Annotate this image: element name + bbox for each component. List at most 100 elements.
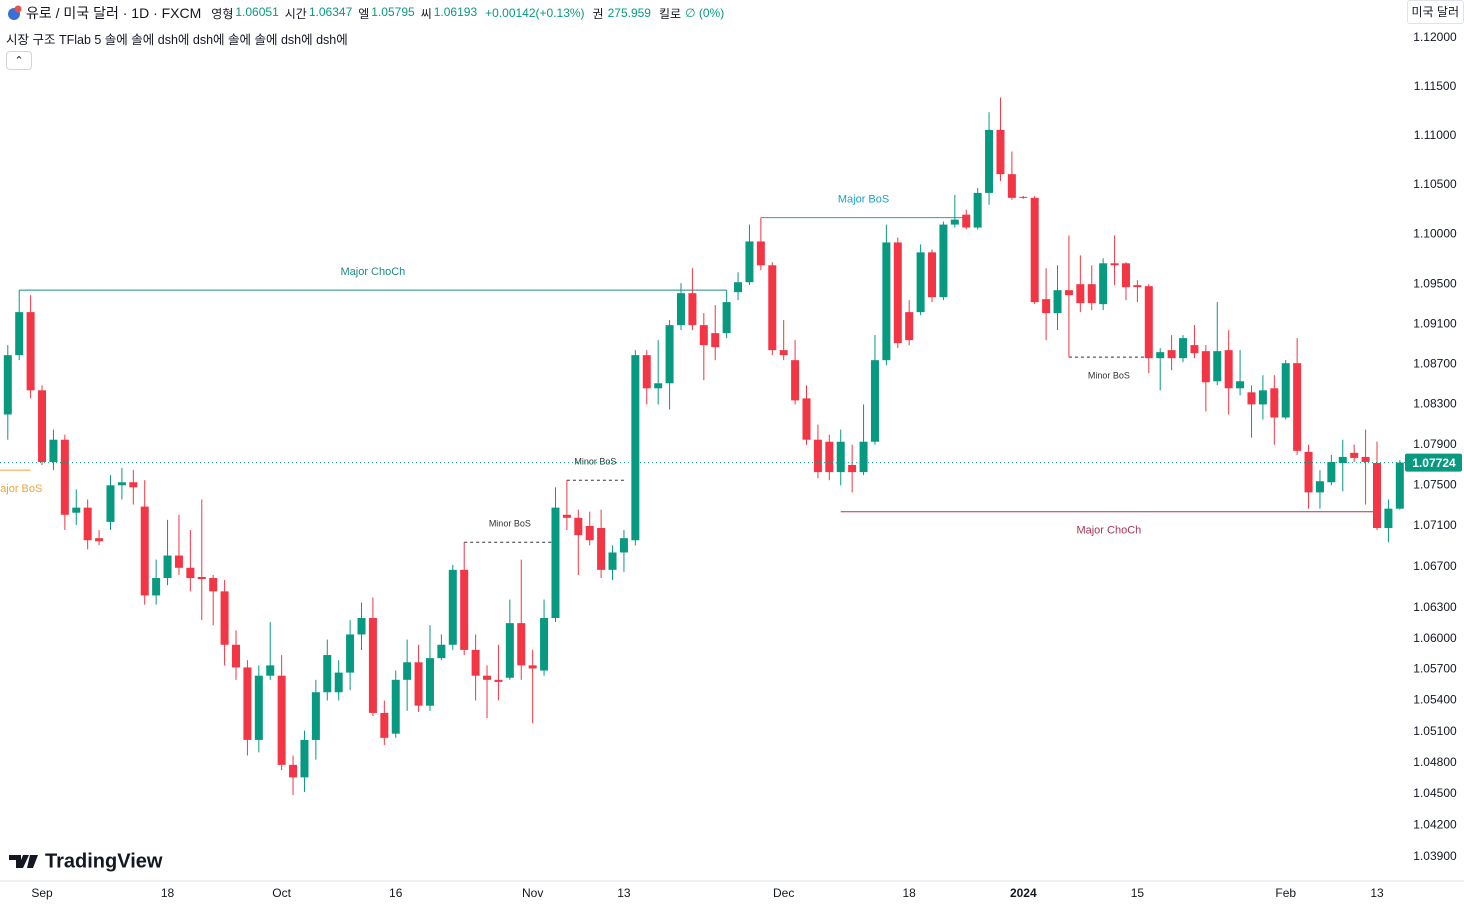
ohlc-label: 씨 bbox=[420, 6, 432, 21]
candle-body bbox=[3, 355, 12, 415]
candle-body bbox=[1133, 285, 1142, 288]
y-tick-label: 1.05700 bbox=[1413, 662, 1457, 676]
y-tick-label: 1.09500 bbox=[1413, 276, 1457, 290]
y-tick-label: 1.07100 bbox=[1413, 518, 1457, 532]
x-tick-label: 2024 bbox=[1010, 886, 1037, 900]
symbol-name[interactable]: 유로 / 미국 달러 · 1D · FXCM bbox=[26, 5, 202, 21]
candle-body bbox=[26, 312, 35, 391]
collapse-button[interactable]: ⌃ bbox=[6, 51, 32, 70]
x-tick-label: Nov bbox=[522, 886, 543, 900]
y-tick-label: 1.06300 bbox=[1413, 600, 1457, 614]
candle-body bbox=[1350, 452, 1359, 458]
candle-body bbox=[380, 712, 389, 738]
x-tick-label: 13 bbox=[617, 886, 631, 900]
candle-body bbox=[540, 618, 549, 671]
ohlc-value: 1.06051 bbox=[235, 4, 279, 19]
candle-body bbox=[1099, 263, 1108, 305]
change: +0.00142(+0.13%) bbox=[485, 6, 585, 20]
candle-body bbox=[813, 439, 822, 473]
candle-body bbox=[1213, 351, 1222, 382]
candle-body bbox=[106, 485, 115, 522]
candle-body bbox=[289, 764, 298, 778]
candle-body bbox=[791, 360, 800, 401]
ohlc-value: 1.06193 bbox=[433, 4, 478, 19]
candle-body bbox=[985, 129, 994, 193]
candle-body bbox=[1315, 481, 1324, 493]
ohlc-label: 엘 bbox=[358, 6, 370, 21]
candle-body bbox=[676, 293, 685, 326]
candle-body bbox=[1064, 290, 1073, 296]
candle-body bbox=[551, 507, 560, 619]
candle-body bbox=[368, 618, 377, 713]
y-tick-label: 1.09100 bbox=[1413, 316, 1457, 330]
plot-area: Major ChoCh Major BoS Major ChoCh Major BoS… bbox=[0, 97, 1405, 796]
candle-body bbox=[939, 224, 948, 298]
candle-body bbox=[1042, 299, 1051, 314]
candle-body bbox=[1156, 352, 1165, 359]
x-tick-label: 15 bbox=[1131, 886, 1145, 900]
x-tick-label: 18 bbox=[161, 886, 175, 900]
candle-body bbox=[699, 325, 708, 346]
x-tick-label: Oct bbox=[272, 886, 291, 900]
structure-label: Minor BoS bbox=[1088, 371, 1130, 381]
candle-body bbox=[1270, 388, 1279, 418]
ohlc-value: 1.06347 bbox=[308, 4, 353, 19]
candle-body bbox=[300, 739, 309, 778]
candle-body bbox=[1053, 290, 1062, 314]
candle-body bbox=[654, 383, 663, 389]
candle-body bbox=[95, 538, 104, 542]
candle-body bbox=[1395, 462, 1404, 509]
structure-label: Major BoS bbox=[838, 194, 889, 206]
candle-body bbox=[1281, 363, 1290, 418]
candle-body bbox=[38, 390, 47, 462]
candle-body bbox=[505, 623, 514, 678]
candle-body bbox=[117, 482, 126, 486]
candle-body bbox=[768, 265, 777, 351]
candle-body bbox=[15, 312, 24, 356]
candle-body bbox=[528, 665, 537, 669]
candle-body bbox=[129, 482, 138, 488]
candle-body bbox=[1361, 456, 1370, 462]
candle-body bbox=[802, 398, 811, 440]
ohlc: 영형 1.06051 시간 1.06347 엘 1.05795 씨 1.06193 bbox=[211, 5, 481, 22]
candle-body bbox=[825, 441, 834, 473]
indicator-legend[interactable]: 시장 구조 TFlab 5 솔에 솔에 dsh에 dsh에 솔에 솔에 dsh에… bbox=[6, 33, 348, 47]
candle-body bbox=[1019, 196, 1028, 198]
candle-body bbox=[631, 355, 640, 541]
candle-body bbox=[996, 129, 1005, 175]
y-tick-label: 1.04200 bbox=[1413, 818, 1457, 832]
candle-body bbox=[597, 527, 606, 570]
axes: 1.12000 1.11500 1.11000 1.10500 1.10000 1.095… bbox=[31, 30, 1462, 900]
candle-body bbox=[254, 675, 263, 740]
candle-body bbox=[973, 192, 982, 228]
y-tick-label: 1.05400 bbox=[1413, 693, 1457, 707]
candle-body bbox=[711, 333, 720, 348]
currency-button[interactable]: 미국 달러 bbox=[1406, 0, 1464, 24]
x-tick-label: Feb bbox=[1275, 886, 1296, 900]
candle-body bbox=[1030, 197, 1039, 303]
candle-body bbox=[448, 569, 457, 645]
candle-body bbox=[1304, 451, 1313, 493]
candle-body bbox=[483, 675, 492, 680]
last-price-label: 1.07724 bbox=[1412, 456, 1456, 470]
candle-body bbox=[836, 441, 845, 473]
candle-body bbox=[585, 525, 594, 541]
candle-body bbox=[277, 675, 286, 765]
y-tick-label: 1.06000 bbox=[1413, 631, 1457, 645]
candle-body bbox=[905, 312, 914, 341]
candle-body bbox=[243, 667, 252, 740]
candle-body bbox=[962, 214, 971, 228]
candle-body bbox=[1190, 345, 1199, 354]
candle-body bbox=[756, 241, 765, 266]
volume-extra: ∅ (0%) bbox=[685, 6, 725, 20]
last-price-box bbox=[1405, 453, 1462, 472]
logo-text: TradingView bbox=[45, 850, 163, 872]
candle-body bbox=[574, 517, 583, 536]
candle-body bbox=[1110, 263, 1119, 266]
y-tick-label: 1.10500 bbox=[1413, 177, 1457, 191]
x-tick-label: 18 bbox=[903, 886, 917, 900]
x-tick-label: 16 bbox=[389, 886, 403, 900]
candle-body bbox=[220, 591, 229, 645]
candle-body bbox=[848, 465, 857, 473]
